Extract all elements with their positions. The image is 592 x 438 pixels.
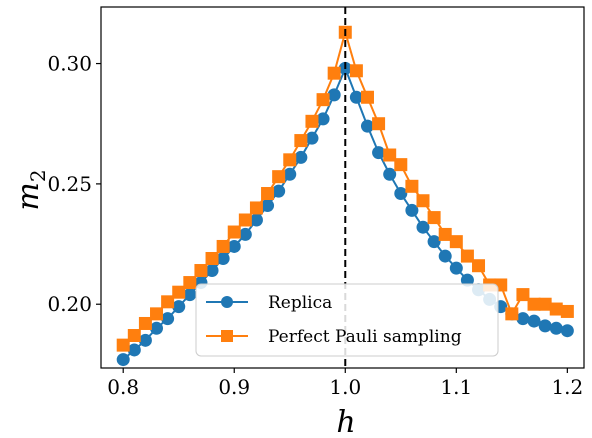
x-tick-label: 0.8: [107, 375, 139, 399]
data-point: [294, 134, 308, 148]
data-point: [383, 148, 397, 162]
legend: Replica Perfect Pauli sampling: [195, 283, 499, 357]
legend-marker-perfect-pauli: [221, 330, 233, 342]
data-point: [560, 304, 574, 318]
data-point: [238, 227, 252, 241]
legend-item-perfect-pauli: Perfect Pauli sampling: [206, 327, 462, 347]
data-point: [172, 300, 186, 314]
legend-label-replica: Replica: [268, 293, 332, 313]
y-tick-label: 0.25: [47, 172, 92, 196]
data-point: [349, 64, 363, 78]
data-point: [372, 146, 386, 160]
x-tick-label: 1.1: [440, 375, 472, 399]
data-point: [216, 251, 230, 265]
data-point: [138, 316, 152, 330]
y-ticks: 0.20 0.25 0.30: [47, 52, 101, 316]
data-point: [427, 235, 441, 249]
data-point: [538, 319, 552, 333]
data-point: [161, 312, 175, 326]
data-point: [560, 324, 574, 338]
data-point: [360, 90, 374, 104]
data-point: [405, 179, 419, 193]
data-point: [416, 194, 430, 208]
data-point: [383, 167, 397, 181]
data-point: [449, 235, 463, 249]
data-point: [438, 227, 452, 241]
data-point: [183, 276, 197, 290]
data-point: [372, 117, 386, 131]
data-point: [327, 88, 341, 102]
data-point: [549, 302, 563, 316]
data-point: [127, 343, 141, 357]
y-axis-label: m2: [11, 169, 50, 210]
data-point: [150, 321, 164, 335]
y-axis-label-sub: 2: [26, 169, 50, 182]
x-tick-label: 0.9: [218, 375, 250, 399]
data-point: [327, 66, 341, 80]
data-point: [316, 93, 330, 107]
data-point: [527, 297, 541, 311]
data-point: [460, 249, 474, 263]
data-point: [449, 261, 463, 275]
data-point: [427, 211, 441, 225]
data-point: [227, 225, 241, 239]
y-axis-label-base: m: [11, 182, 46, 210]
data-point: [261, 187, 275, 201]
data-point: [127, 329, 141, 343]
data-point: [138, 333, 152, 347]
data-point: [238, 213, 252, 227]
data-point: [549, 321, 563, 335]
data-point: [516, 288, 530, 302]
x-axis-label: h: [336, 405, 355, 438]
axes-frame: [100, 6, 585, 369]
legend-marker-replica: [221, 296, 233, 308]
data-point: [405, 203, 419, 217]
data-point: [183, 288, 197, 302]
data-point: [272, 170, 286, 184]
data-point: [216, 239, 230, 253]
data-point: [205, 251, 219, 265]
data-point: [227, 239, 241, 253]
data-point: [505, 307, 519, 321]
data-point: [516, 312, 530, 326]
data-point: [472, 259, 486, 273]
x-tick-label: 1.0: [329, 375, 361, 399]
data-point: [283, 153, 297, 167]
data-point: [305, 131, 319, 145]
legend-box: [195, 283, 499, 357]
data-point: [416, 220, 430, 234]
data-point: [194, 264, 208, 278]
data-point: [527, 314, 541, 328]
data-point: [249, 213, 263, 227]
data-point: [460, 273, 474, 287]
data-point: [349, 90, 363, 104]
data-point: [116, 353, 130, 367]
data-point: [360, 119, 374, 133]
data-point: [394, 158, 408, 172]
x-tick-label: 1.2: [551, 375, 583, 399]
data-point: [538, 297, 552, 311]
data-point: [316, 112, 330, 126]
data-point: [161, 295, 175, 309]
data-point: [205, 264, 219, 278]
data-point: [305, 114, 319, 128]
data-point: [116, 338, 130, 352]
data-point: [172, 285, 186, 299]
legend-label-perfect-pauli: Perfect Pauli sampling: [268, 327, 462, 347]
data-point: [394, 187, 408, 201]
data-point: [150, 307, 164, 321]
data-point: [272, 184, 286, 198]
data-point: [283, 167, 297, 181]
y-tick-label: 0.30: [47, 52, 92, 76]
y-tick-label: 0.20: [47, 292, 92, 316]
data-point: [294, 150, 308, 164]
x-ticks: 0.8 0.9 1.0 1.1 1.2: [107, 368, 583, 399]
data-point: [249, 201, 263, 215]
data-point: [438, 249, 452, 263]
data-point: [261, 199, 275, 213]
legend-item-replica: Replica: [206, 293, 332, 313]
